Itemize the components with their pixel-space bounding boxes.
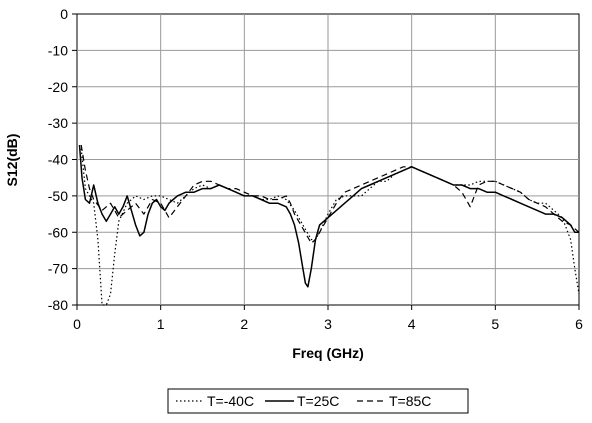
series-lines <box>78 144 580 306</box>
series-line-t-25c <box>78 144 579 288</box>
x-tick-label: 1 <box>157 316 165 332</box>
y-tick-label: -10 <box>48 42 68 58</box>
x-axis-title: Freq (GHz) <box>292 345 364 361</box>
x-axis-ticks: 0 1 2 3 4 5 6 <box>73 305 583 332</box>
legend-label-t85c: T=85C <box>389 393 431 409</box>
series-line-t-85c <box>80 144 580 244</box>
y-tick-label: -70 <box>48 261 68 277</box>
x-tick-label: 0 <box>73 316 81 332</box>
x-tick-label: 5 <box>491 316 499 332</box>
x-tick-label: 6 <box>575 316 583 332</box>
y-axis-title: S12(dB) <box>4 134 20 187</box>
y-tick-label: -20 <box>48 79 68 95</box>
legend: T=-40C T=25C T=85C <box>167 388 469 414</box>
legend-label-t-40c: T=-40C <box>207 393 254 409</box>
y-tick-label: 0 <box>60 6 68 22</box>
x-tick-label: 3 <box>324 316 332 332</box>
y-tick-label: -30 <box>48 115 68 131</box>
y-axis-ticks: 0 -10 -20 -30 -40 -50 -60 -70 -80 <box>48 6 77 313</box>
y-tick-label: -60 <box>48 224 68 240</box>
plot-area: 0 1 2 3 4 5 6 0 -10 -20 -30 -40 -50 -60 -70 -80 <box>48 6 583 332</box>
x-tick-label: 4 <box>408 316 416 332</box>
legend-label-t25c: T=25C <box>297 393 339 409</box>
legend-box <box>167 388 469 414</box>
y-tick-label: -50 <box>48 188 68 204</box>
grid-lines <box>77 14 579 305</box>
y-tick-label: -40 <box>48 152 68 168</box>
x-tick-label: 2 <box>240 316 248 332</box>
y-tick-label: -80 <box>48 297 68 313</box>
